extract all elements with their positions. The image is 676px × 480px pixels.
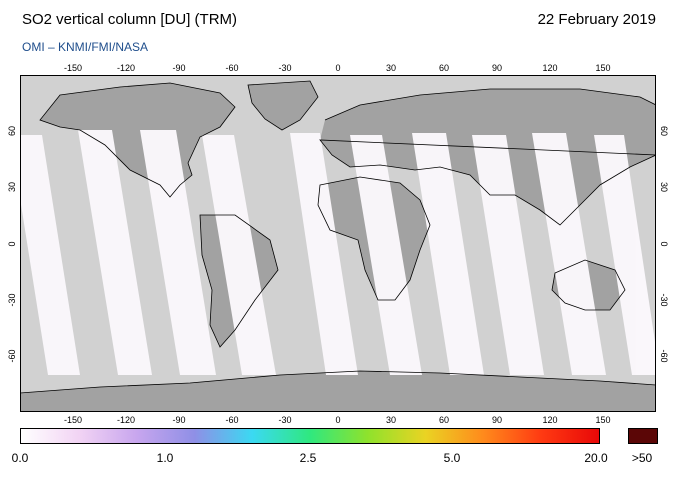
colorbar-label: 2.5 [299, 451, 317, 465]
lon-tick-bottom: 0 [335, 415, 341, 425]
map-date: 22 February 2019 [537, 11, 656, 28]
lon-tick-bottom: 60 [438, 415, 450, 425]
lon-tick-bottom: 90 [491, 415, 503, 425]
lat-tick-left: -60 [7, 349, 17, 363]
lon-tick-top: -120 [116, 63, 136, 73]
world-map [20, 75, 656, 412]
lon-tick-bottom: -30 [278, 415, 292, 425]
lon-tick-top: -150 [63, 63, 83, 73]
lon-tick-top: 150 [595, 63, 611, 73]
lat-tick-left: -30 [7, 293, 17, 307]
lat-tick-right: 30 [659, 182, 669, 193]
map-title: SO2 vertical column [DU] (TRM) [22, 11, 238, 28]
lon-tick-bottom: 30 [385, 415, 397, 425]
lon-tick-top: -60 [225, 63, 239, 73]
lon-tick-bottom: -90 [172, 415, 186, 425]
colorbar-label: 20.0 [584, 451, 608, 465]
lon-tick-top: 120 [542, 63, 558, 73]
lon-tick-bottom: -60 [225, 415, 239, 425]
lon-tick-bottom: -120 [116, 415, 136, 425]
lat-tick-right: 60 [659, 126, 669, 137]
lon-tick-bottom: 120 [542, 415, 558, 425]
lon-tick-top: 0 [335, 63, 341, 73]
colorbar-label: 5.0 [443, 451, 461, 465]
overflow-swatch [628, 428, 658, 444]
orbit-swaths [20, 130, 656, 375]
lon-tick-top: -90 [172, 63, 186, 73]
colorbar-label: 1.0 [156, 451, 174, 465]
lat-tick-left: 30 [7, 182, 17, 193]
colorbar [20, 428, 600, 444]
lat-tick-right: -60 [659, 349, 669, 363]
colorbar-label: 0.0 [11, 451, 29, 465]
lat-tick-right: -30 [659, 293, 669, 307]
lon-tick-top: 60 [438, 63, 450, 73]
coastlines [20, 80, 656, 394]
overflow-label: >50 [631, 451, 653, 465]
lon-tick-top: 30 [385, 63, 397, 73]
lon-tick-bottom: 150 [595, 415, 611, 425]
lon-tick-top: -30 [278, 63, 292, 73]
lat-tick-left: 0 [7, 240, 17, 247]
data-source-credit: OMI – KNMI/FMI/NASA [22, 40, 149, 54]
lon-tick-bottom: -150 [63, 415, 83, 425]
lat-tick-left: 60 [7, 126, 17, 137]
lon-tick-top: 90 [491, 63, 503, 73]
lat-tick-right: 0 [659, 240, 669, 247]
